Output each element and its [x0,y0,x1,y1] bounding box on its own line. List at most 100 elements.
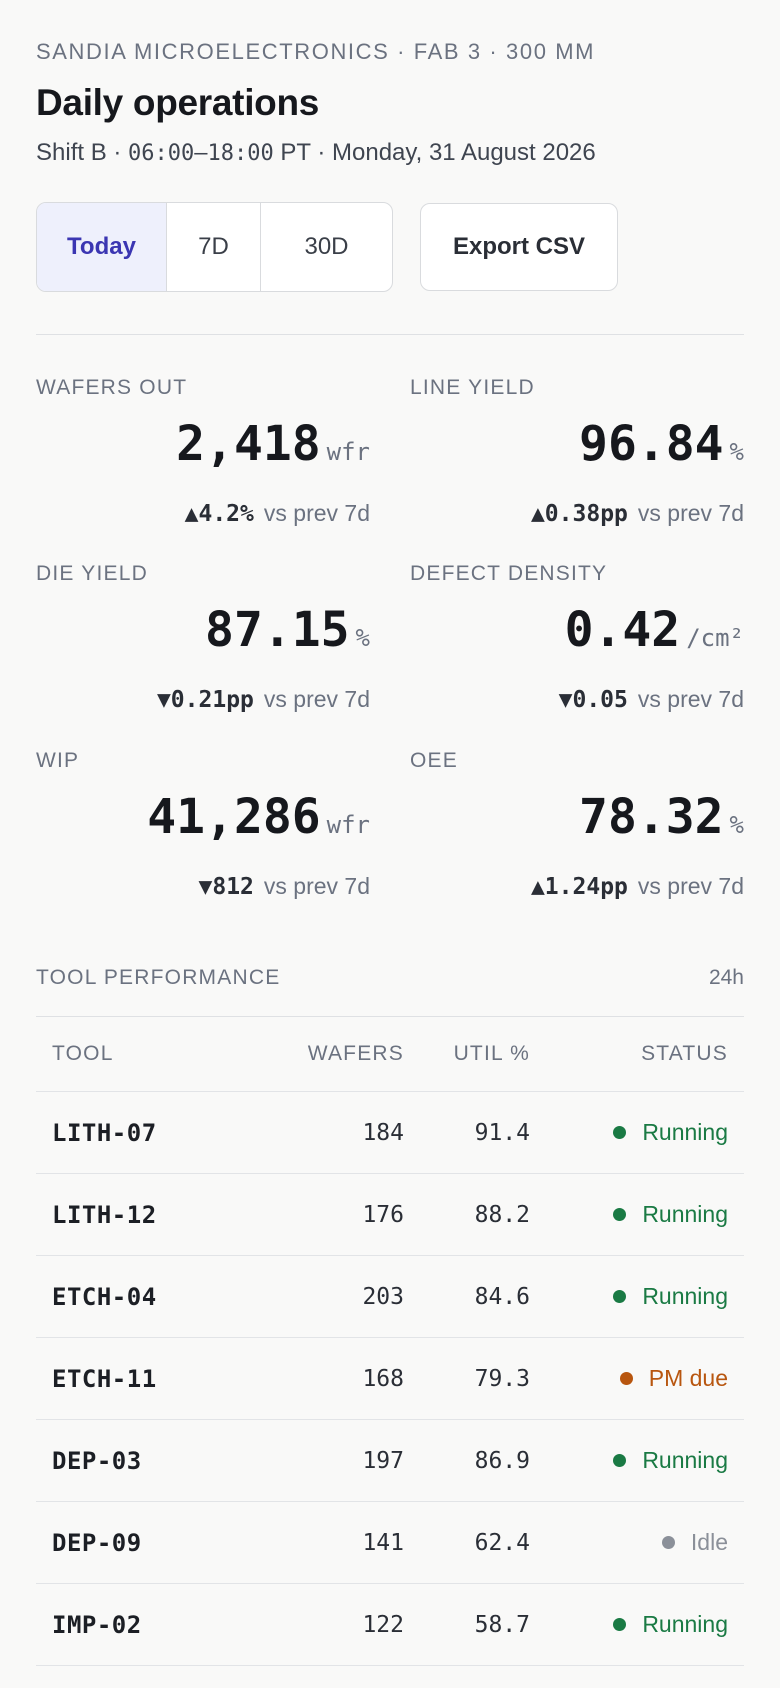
status-badge: Running [613,1119,728,1146]
kpi-delta: ▼0.05 [558,687,628,713]
tool-id: IMP-02 [52,1610,142,1639]
kpi-value: 0.42 [564,602,681,658]
wafer-count: 168 [362,1365,404,1392]
tool-performance-table: TOOL WAFERS UTIL % STATUS LITH-07 184 91.4… [36,1016,744,1666]
status-text: Running [642,1611,728,1637]
kpi-unit: wfr [326,438,370,466]
kpi-compare: vs prev 7d [637,500,744,526]
shift-time-range: 06:00–18:00 [128,141,274,166]
range-option-today[interactable]: Today [37,203,167,291]
kpi-delta: ▲0.38pp [530,501,628,527]
kpi-unit: wfr [326,811,370,839]
kpi-label: OEE [410,749,458,772]
status-badge: Running [613,1283,728,1310]
status-dot-icon [613,1290,627,1303]
kpi-compare: vs prev 7d [637,686,744,712]
utilization: 88.2 [474,1201,530,1228]
kpi-die-yield: DIE YIELD 87.15% ▼0.21pp vs prev 7d [36,559,370,716]
tool-id: LITH-07 [52,1118,157,1147]
kpi-label: LINE YIELD [410,376,535,399]
table-row[interactable]: ETCH-11 168 79.3 PM due [36,1338,744,1420]
kpi-delta: ▲4.2% [184,501,254,527]
kpi-defect-density: DEFECT DENSITY 0.42/cm² ▼0.05 vs prev 7d [410,559,744,716]
kpi-delta: ▲1.24pp [530,874,628,900]
tool-id: ETCH-11 [52,1364,157,1393]
status-text: Idle [690,1529,728,1555]
tool-id: DEP-09 [52,1528,142,1557]
table-row[interactable]: ETCH-04 203 84.6 Running [36,1256,744,1338]
tool-performance-header: TOOL PERFORMANCE 24h [36,960,744,996]
kpi-value: 2,418 [176,416,321,472]
status-badge: Running [613,1447,728,1474]
kpi-oee: OEE 78.32% ▲1.24pp vs prev 7d [410,746,744,903]
kpi-label: DEFECT DENSITY [410,562,608,585]
export-csv-button[interactable]: Export CSV [420,203,618,291]
status-dot-icon [613,1618,627,1631]
page-header: SANDIA MICROELECTRONICS · FAB 3 · 300 MM… [36,36,744,171]
kpi-compare: vs prev 7d [637,873,744,899]
kpi-unit: % [729,811,744,839]
page-title: Daily operations [36,82,320,123]
utilization: 86.9 [474,1447,530,1474]
table-row[interactable]: DEP-09 141 62.4 Idle [36,1502,744,1584]
utilization: 79.3 [474,1365,530,1392]
kpi-compare: vs prev 7d [263,686,370,712]
kpi-line-yield: LINE YIELD 96.84% ▲0.38pp vs prev 7d [410,373,744,530]
range-option-7d[interactable]: 7D [167,203,261,291]
column-header-util[interactable]: UTIL % [453,1042,530,1065]
column-header-status[interactable]: STATUS [641,1042,728,1065]
section-period: 24h [708,966,744,989]
shift-line: Shift B · 06:00–18:00 PT · Monday, 31 Au… [36,139,596,166]
kpi-wafers-out: WAFERS OUT 2,418 wfr ▲4.2% vs prev 7d [36,373,370,530]
tool-id: ETCH-04 [52,1282,157,1311]
utilization: 62.4 [474,1529,530,1556]
table-row[interactable]: DEP-03 197 86.9 Running [36,1420,744,1502]
status-text: Running [642,1447,728,1473]
table-header: TOOL WAFERS UTIL % STATUS [36,1016,744,1092]
wafer-count: 176 [362,1201,404,1228]
status-badge: PM due [619,1365,728,1392]
shift-name: Shift B [36,139,107,166]
table-body: LITH-07 184 91.4 Running LITH-12 176 88.2 Runni… [36,1092,744,1666]
kpi-delta: ▼812 [198,874,254,900]
kpi-value: 78.32 [579,789,724,845]
range-selector: Today 7D 30D [36,202,393,292]
timezone: PT [280,139,311,166]
kpi-unit: % [355,624,370,652]
status-text: Running [642,1201,728,1227]
kpi-compare: vs prev 7d [263,500,370,526]
range-option-30d[interactable]: 30D [304,233,349,260]
status-badge: Running [613,1201,728,1228]
table-row[interactable]: LITH-07 184 91.4 Running [36,1092,744,1174]
divider [36,334,744,335]
report-date: Monday, 31 August 2026 [332,139,596,166]
column-header-wafers[interactable]: WAFERS [307,1042,404,1065]
utilization: 58.7 [474,1611,530,1638]
kpi-wip: WIP 41,286 wfr ▼812 vs prev 7d [36,746,370,903]
status-text: Running [642,1119,728,1145]
kpi-value: 41,286 [147,789,321,845]
status-badge: Running [613,1611,728,1638]
status-dot-icon [613,1126,627,1139]
utilization: 91.4 [474,1119,530,1146]
wafer-count: 122 [362,1611,404,1638]
kpi-delta: ▼0.21pp [156,687,254,713]
status-text: Running [642,1283,728,1309]
kpi-unit: /cm² [686,624,744,652]
status-badge: Idle [661,1529,728,1556]
kpi-compare: vs prev 7d [263,873,370,899]
kpi-unit: % [729,438,744,466]
status-dot-icon [613,1454,627,1467]
kpi-value: 87.15 [205,602,350,658]
section-title: TOOL PERFORMANCE [36,966,281,989]
table-row[interactable]: IMP-02 122 58.7 Running [36,1584,744,1666]
org-line: SANDIA MICROELECTRONICS · FAB 3 · 300 MM [36,39,596,64]
tool-id: DEP-03 [52,1446,142,1475]
column-header-tool[interactable]: TOOL [52,1042,114,1065]
kpi-label: WIP [36,749,80,772]
wafer-count: 184 [362,1119,404,1146]
tool-id: LITH-12 [52,1200,157,1229]
wafer-count: 197 [362,1447,404,1474]
table-row[interactable]: LITH-12 176 88.2 Running [36,1174,744,1256]
